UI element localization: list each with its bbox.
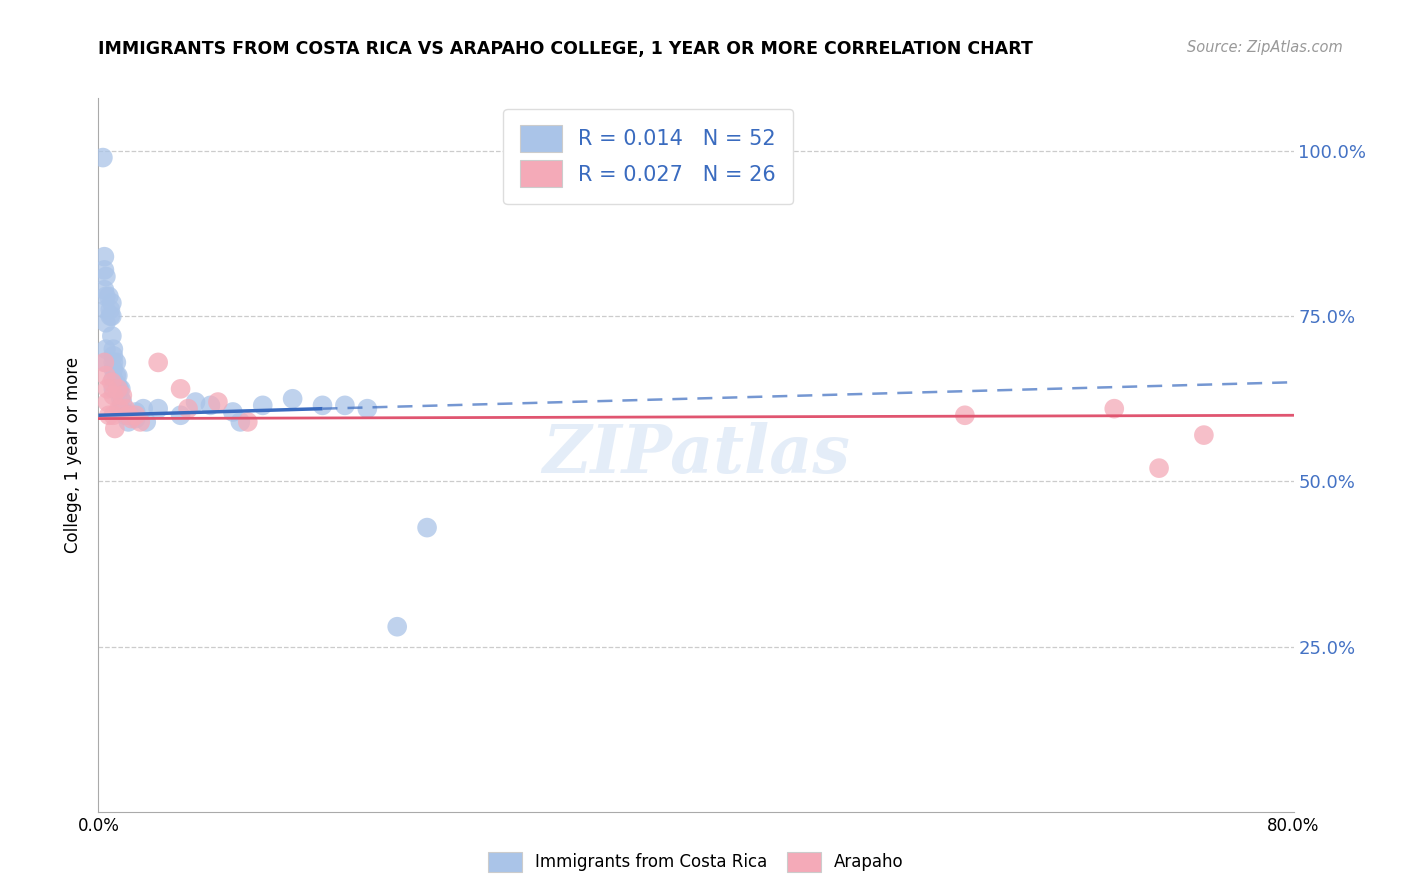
Point [953,409,976,423]
Point [148,401,170,416]
Point [236,415,259,429]
Point [110,382,132,396]
Point [93,250,115,264]
Point [129,415,152,429]
Point [94,368,117,383]
Point [97,409,120,423]
Point [103,342,125,356]
Text: IMMIGRANTS FROM COSTA RICA VS ARAPAHO COLLEGE, 1 YEAR OR MORE CORRELATION CHART: IMMIGRANTS FROM COSTA RICA VS ARAPAHO CO… [98,40,1033,58]
Y-axis label: College, 1 year or more: College, 1 year or more [65,357,83,553]
Point [125,411,148,425]
Point [114,401,136,416]
Point [110,401,132,416]
Point [333,398,356,412]
Point [96,382,118,396]
Point [114,409,136,423]
Point [105,355,128,369]
Point [94,269,117,284]
Point [117,409,139,423]
Point [135,415,157,429]
Point [103,388,125,402]
Point [107,378,129,392]
Point [311,398,333,412]
Point [110,392,132,406]
Point [107,368,129,383]
Point [281,392,304,406]
Point [104,421,127,435]
Point [93,283,115,297]
Point [169,409,191,423]
Point [97,289,120,303]
Point [103,382,125,396]
Point [111,388,134,402]
Point [94,316,117,330]
Point [101,329,124,343]
Point [120,409,142,423]
Point [177,401,200,416]
Point [103,372,125,386]
Text: Source: ZipAtlas.com: Source: ZipAtlas.com [1187,40,1343,55]
Point [117,415,139,429]
Point [101,296,124,310]
Point [100,302,122,317]
Point [93,263,115,277]
Point [1192,428,1215,442]
Point [91,151,114,165]
Point [229,415,252,429]
Point [103,362,125,376]
Point [107,382,129,396]
Point [94,355,117,369]
Point [94,302,117,317]
Point [1104,401,1126,416]
Point [108,401,131,416]
Point [416,520,439,534]
Point [252,398,274,412]
Point [148,355,170,369]
Point [207,395,229,409]
Point [125,405,148,419]
Point [120,411,142,425]
Point [184,395,207,409]
Point [111,405,134,419]
Point [103,355,125,369]
Point [94,342,117,356]
Point [125,409,148,423]
Point [111,395,134,409]
Point [103,409,125,423]
Point [103,349,125,363]
Legend: Immigrants from Costa Rica, Arapaho: Immigrants from Costa Rica, Arapaho [478,841,914,882]
Point [385,620,409,634]
Point [100,309,122,323]
Point [108,382,131,396]
Point [96,395,118,409]
Point [200,398,222,412]
Point [222,405,245,419]
Point [356,401,378,416]
Point [132,401,155,416]
Text: ZIPatlas: ZIPatlas [543,423,849,487]
Point [101,376,124,390]
Point [93,355,115,369]
Point [94,289,117,303]
Point [105,368,128,383]
Point [101,309,124,323]
Point [1147,461,1170,475]
Point [169,382,191,396]
